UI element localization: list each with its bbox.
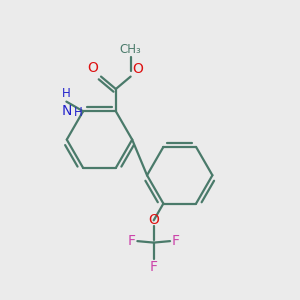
Text: N: N (61, 104, 72, 118)
Text: H: H (74, 106, 82, 119)
Text: O: O (132, 62, 143, 76)
Text: CH₃: CH₃ (120, 43, 142, 56)
Text: O: O (87, 61, 98, 75)
Text: F: F (172, 234, 179, 248)
Text: F: F (150, 260, 158, 274)
Text: O: O (148, 213, 159, 227)
Text: H: H (62, 87, 71, 100)
Text: F: F (128, 234, 136, 248)
